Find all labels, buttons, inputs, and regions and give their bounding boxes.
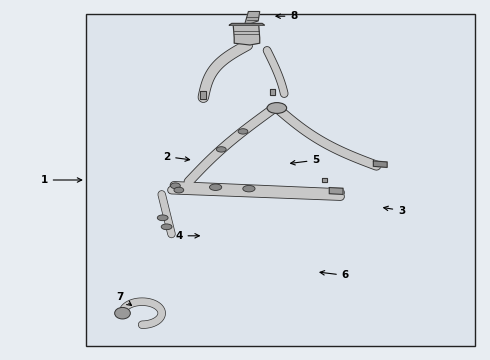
Text: 2: 2 bbox=[163, 152, 190, 162]
Ellipse shape bbox=[238, 129, 248, 134]
Polygon shape bbox=[229, 23, 265, 25]
Polygon shape bbox=[245, 12, 260, 23]
Ellipse shape bbox=[267, 103, 287, 113]
Text: 1: 1 bbox=[41, 175, 82, 185]
Ellipse shape bbox=[210, 184, 221, 190]
Polygon shape bbox=[200, 91, 206, 99]
Polygon shape bbox=[270, 89, 275, 95]
Ellipse shape bbox=[217, 147, 226, 152]
Text: 5: 5 bbox=[291, 155, 319, 165]
Polygon shape bbox=[373, 161, 387, 167]
Ellipse shape bbox=[243, 185, 255, 192]
Text: 6: 6 bbox=[320, 270, 349, 280]
Ellipse shape bbox=[171, 183, 180, 189]
Text: 8: 8 bbox=[276, 11, 297, 21]
Polygon shape bbox=[322, 178, 327, 182]
Polygon shape bbox=[329, 188, 343, 194]
Bar bbox=[86, 14, 475, 346]
Text: 7: 7 bbox=[116, 292, 131, 305]
Ellipse shape bbox=[161, 224, 172, 230]
Ellipse shape bbox=[174, 187, 184, 193]
Text: 4: 4 bbox=[175, 231, 199, 241]
Polygon shape bbox=[233, 25, 260, 45]
Circle shape bbox=[115, 307, 130, 319]
Text: 3: 3 bbox=[384, 206, 405, 216]
Ellipse shape bbox=[157, 215, 168, 221]
